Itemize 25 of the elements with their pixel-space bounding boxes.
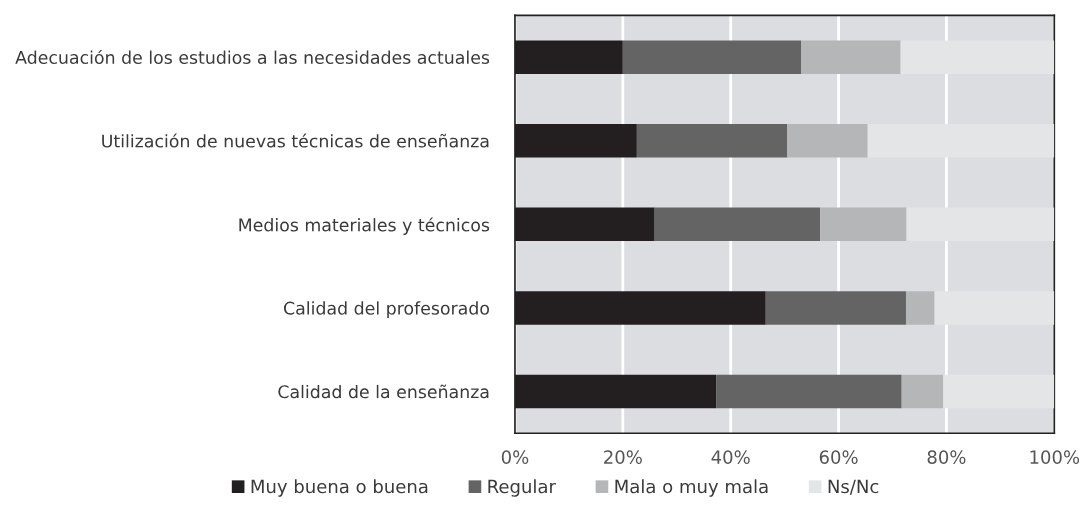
y-tick-label: Calidad del profesorado	[284, 301, 490, 319]
bar	[654, 207, 821, 242]
bar	[716, 374, 902, 409]
bar	[905, 291, 935, 325]
bar	[801, 40, 901, 74]
bar	[622, 40, 802, 74]
y-tick-label: Medios materiales y técnicos	[239, 217, 490, 235]
bar	[820, 207, 907, 242]
x-tick-label: 0%	[501, 450, 529, 464]
bar	[901, 374, 944, 409]
legend-label: Mala o muy mala	[615, 479, 768, 497]
y-tick-label: Calidad de la enseñanza	[278, 384, 489, 399]
bar	[787, 124, 868, 158]
legend-label: Ns/Nc	[828, 479, 879, 495]
bar	[765, 291, 906, 325]
legend-label: Regular	[488, 479, 556, 497]
x-tick-label: 60%	[819, 450, 858, 464]
y-tick-label: Adecuación de los estudios a las necesidades actuales	[15, 49, 490, 65]
bar	[636, 124, 788, 158]
legend-label: Muy buena o buena	[251, 479, 428, 497]
y-tick-label: Utilización de nuevas técnicas de enseñanza	[102, 133, 489, 148]
x-tick-label: 100%	[1030, 450, 1080, 464]
x-tick-label: 40%	[711, 450, 750, 464]
x-tick-label: 20%	[604, 450, 642, 464]
x-tick-label: 80%	[927, 450, 966, 464]
